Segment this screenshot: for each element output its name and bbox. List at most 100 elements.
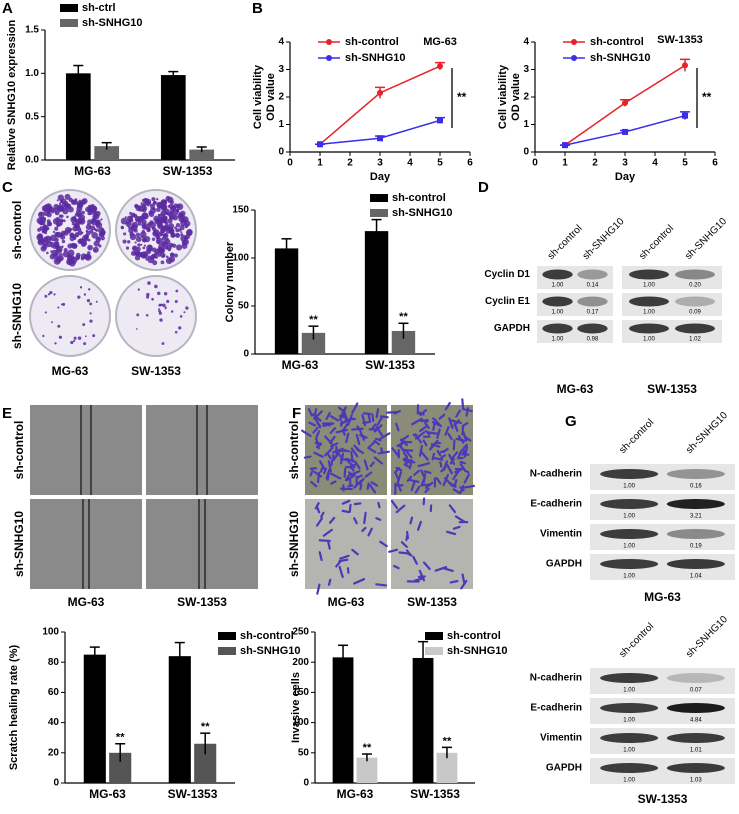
significance: ** xyxy=(116,732,125,744)
colony xyxy=(161,260,165,264)
y-tick-label: 100 xyxy=(42,627,59,638)
colony xyxy=(166,300,169,303)
colony xyxy=(164,292,167,295)
colony xyxy=(92,334,95,337)
colony xyxy=(175,331,178,334)
colony xyxy=(170,200,174,204)
colony xyxy=(68,229,71,232)
bar xyxy=(66,73,91,160)
colony xyxy=(134,229,138,233)
band xyxy=(577,324,607,334)
row-label: sh-SNHG10 xyxy=(10,283,24,349)
colony xyxy=(121,226,124,229)
protein-label: Vimentin xyxy=(540,733,582,744)
band xyxy=(667,559,725,569)
colony xyxy=(151,197,155,201)
colony xyxy=(142,238,146,242)
colony xyxy=(175,300,178,303)
y-tick-label: 150 xyxy=(232,205,249,216)
colony xyxy=(73,216,75,218)
cell xyxy=(332,460,333,465)
band xyxy=(600,703,658,713)
band xyxy=(675,324,715,334)
lane-label: sh-control xyxy=(617,417,656,456)
y-tick-label: 1 xyxy=(278,119,284,130)
band-value: 1.00 xyxy=(623,514,635,520)
colony xyxy=(154,252,157,255)
legend-swatch xyxy=(60,4,78,12)
colony xyxy=(100,230,105,235)
colony xyxy=(140,231,146,237)
colony xyxy=(127,222,129,224)
colony xyxy=(171,244,173,246)
colony xyxy=(75,229,78,232)
colony xyxy=(146,244,153,251)
cell xyxy=(328,542,330,549)
colony xyxy=(55,217,60,222)
colony xyxy=(80,239,84,243)
protein-label: Vimentin xyxy=(540,529,582,540)
col-label: SW-1353 xyxy=(407,595,457,609)
band xyxy=(600,733,658,743)
legend-label: sh-SNHG10 xyxy=(82,17,143,29)
cell xyxy=(360,485,361,490)
band-value: 0.07 xyxy=(690,688,702,694)
band-value: 0.17 xyxy=(587,310,599,316)
lane-label: sh-SNHG10 xyxy=(684,410,730,456)
colony xyxy=(135,241,137,243)
colony xyxy=(87,299,90,302)
band xyxy=(667,673,725,683)
band-value: 1.00 xyxy=(623,574,635,580)
x-tick-label: 6 xyxy=(467,158,473,169)
colony xyxy=(132,246,138,252)
colony xyxy=(89,230,93,234)
colony xyxy=(84,293,86,295)
panel-letter: D xyxy=(478,179,489,196)
colony xyxy=(70,236,75,241)
colony xyxy=(141,209,144,212)
y-axis-label: Cell viability xyxy=(252,64,264,129)
cell xyxy=(329,580,330,585)
x-axis-label: Day xyxy=(615,171,636,183)
cell xyxy=(364,413,370,414)
colony xyxy=(66,216,69,219)
cell xyxy=(429,432,438,433)
band xyxy=(577,297,607,307)
panel-letter: G xyxy=(565,413,577,430)
legend-swatch xyxy=(370,194,388,202)
legend-swatch xyxy=(425,632,443,640)
colony xyxy=(74,223,80,229)
band-value: 1.00 xyxy=(623,718,635,724)
colony xyxy=(86,235,88,237)
colony xyxy=(149,220,153,224)
colony xyxy=(73,340,75,342)
colony xyxy=(127,240,130,243)
y-axis-label: Colony number xyxy=(224,241,236,322)
colony xyxy=(89,320,92,323)
colony xyxy=(132,214,134,216)
colony xyxy=(59,215,62,218)
cell xyxy=(378,503,379,507)
bar xyxy=(413,658,434,783)
colony xyxy=(88,288,90,290)
colony xyxy=(134,204,138,208)
band-value: 1.00 xyxy=(643,283,655,289)
colony xyxy=(130,233,137,240)
colony xyxy=(122,239,126,243)
marker xyxy=(622,129,628,135)
colony xyxy=(41,246,47,252)
colony xyxy=(59,336,62,339)
colony xyxy=(152,207,155,210)
band xyxy=(600,673,658,683)
colony xyxy=(60,233,64,237)
x-tick-label: SW-1353 xyxy=(410,787,460,801)
colony xyxy=(75,219,78,222)
colony xyxy=(57,325,60,328)
cell xyxy=(350,505,351,512)
culture-plate xyxy=(30,276,110,356)
colony xyxy=(158,308,160,310)
y-tick-label: 2 xyxy=(523,92,529,103)
panel-letter: C xyxy=(2,179,13,196)
colony xyxy=(62,202,67,207)
x-tick-label: 0 xyxy=(287,158,293,169)
